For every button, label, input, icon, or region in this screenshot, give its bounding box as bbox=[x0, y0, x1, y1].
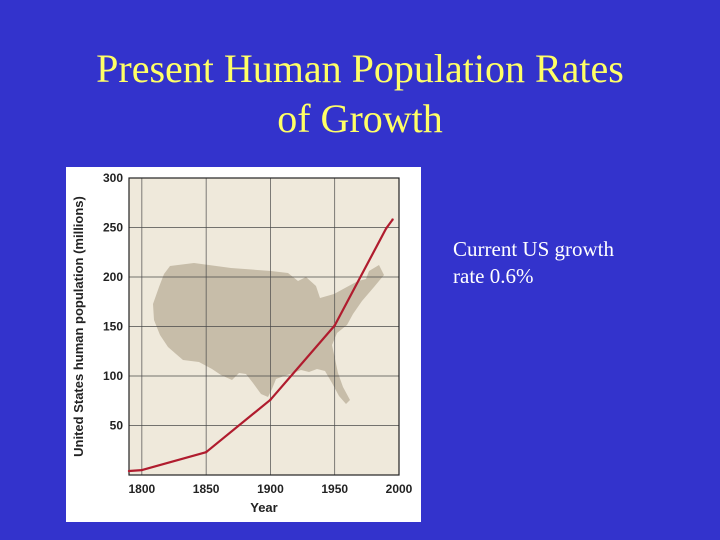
y-tick-label: 300 bbox=[103, 171, 123, 185]
data-point bbox=[384, 227, 388, 230]
us-map-silhouette bbox=[153, 263, 384, 404]
x-tick-label: 1900 bbox=[257, 482, 284, 496]
plot-frame bbox=[128, 177, 400, 476]
grid-lines bbox=[128, 177, 400, 476]
y-tick-label: 250 bbox=[103, 221, 123, 235]
x-tick-label: 2000 bbox=[386, 482, 413, 496]
chart-svg: 1800 1850 1900 1950 2000 50 100 150 200 250 300 Ye… bbox=[71, 171, 413, 515]
us-map-shape bbox=[153, 263, 384, 404]
growth-rate-note-line-1: Current US growth bbox=[453, 237, 614, 261]
data-point bbox=[140, 468, 144, 472]
y-tick-label: 50 bbox=[110, 419, 124, 433]
slide-title-line-1: Present Human Population Rates bbox=[96, 46, 624, 91]
slide-title: Present Human Population Rates of Growth bbox=[0, 44, 720, 144]
data-point bbox=[269, 398, 272, 401]
data-point bbox=[127, 469, 131, 473]
population-chart: 1800 1850 1900 1950 2000 50 100 150 200 250 300 Ye… bbox=[66, 167, 421, 522]
y-tick-label: 200 bbox=[103, 270, 123, 284]
y-tick-label: 100 bbox=[103, 369, 123, 383]
slide-title-line-2: of Growth bbox=[277, 96, 443, 141]
x-tick-label: 1950 bbox=[321, 482, 348, 496]
x-tick-label: 1800 bbox=[129, 482, 156, 496]
data-point bbox=[204, 451, 208, 454]
y-tick-label: 150 bbox=[103, 320, 123, 334]
data-point bbox=[391, 218, 394, 221]
tick-labels: 1800 1850 1900 1950 2000 50 100 150 200 250 300 bbox=[103, 171, 413, 496]
x-axis-title: Year bbox=[250, 500, 277, 515]
series-layer bbox=[127, 218, 394, 473]
data-point bbox=[333, 324, 336, 327]
growth-rate-note-line-2: rate 0.6% bbox=[453, 264, 534, 288]
y-axis-title: United States human population (millions… bbox=[71, 196, 86, 457]
growth-rate-note: Current US growth rate 0.6% bbox=[453, 236, 693, 290]
x-tick-label: 1850 bbox=[193, 482, 220, 496]
